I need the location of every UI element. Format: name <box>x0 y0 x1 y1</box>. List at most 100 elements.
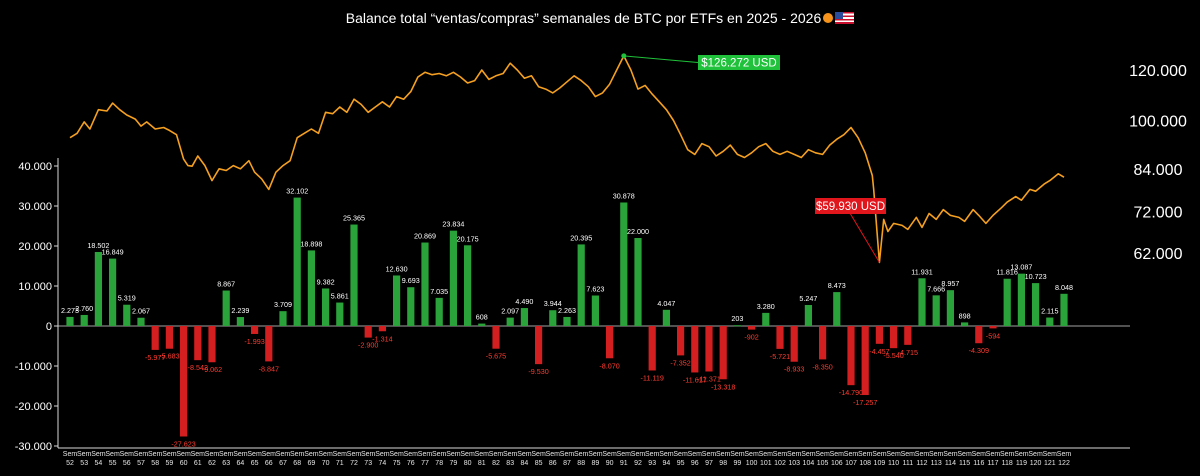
x-tick-label-week: 93 <box>648 460 656 467</box>
x-tick-label-prefix: Sem <box>205 451 220 458</box>
data-label-week-75: 12.630 <box>386 264 408 273</box>
data-label-week-72: 25.365 <box>343 214 365 223</box>
x-tick-label-prefix: Sem <box>247 451 262 458</box>
x-tick-label-week: 94 <box>663 460 671 467</box>
x-tick-label-prefix: Sem <box>1028 451 1043 458</box>
bar-week-105 <box>819 326 827 360</box>
data-label-week-86: 3.944 <box>544 299 562 308</box>
bar-week-120 <box>1032 283 1040 326</box>
data-label-week-94: 4.047 <box>657 299 675 308</box>
bar-week-82 <box>492 326 500 349</box>
x-tick-label-week: 95 <box>677 460 685 467</box>
x-tick-label-prefix: Sem <box>1000 451 1015 458</box>
low-label: $59.930 USD <box>816 201 885 213</box>
bar-week-87 <box>563 316 571 326</box>
x-tick-label-week: 78 <box>435 460 443 467</box>
data-label-week-90: -8.070 <box>599 361 619 370</box>
x-tick-label-prefix: Sem <box>446 451 461 458</box>
y-tick-label: 10.000 <box>18 281 52 293</box>
x-tick-label-week: 105 <box>817 460 829 467</box>
data-label-week-95: -7.352 <box>670 358 690 367</box>
x-tick-label-week: 61 <box>194 460 202 467</box>
x-tick-label-prefix: Sem <box>276 451 291 458</box>
x-tick-label-prefix: Sem <box>347 451 362 458</box>
data-label-week-112: 11.931 <box>911 267 932 276</box>
bar-week-104 <box>804 305 812 326</box>
bar-week-73 <box>364 326 372 338</box>
x-tick-label-week: 110 <box>888 460 899 467</box>
bar-week-118 <box>1003 278 1011 326</box>
bar-week-110 <box>890 326 898 349</box>
price-tick-label: 72.000 <box>1134 205 1183 222</box>
bar-week-112 <box>918 278 926 326</box>
data-label-week-65: -1.993 <box>244 337 264 346</box>
price-tick-label: 62.000 <box>1134 246 1183 263</box>
bar-week-69 <box>307 250 315 326</box>
x-tick-label-prefix: Sem <box>120 451 135 458</box>
x-tick-label-prefix: Sem <box>659 451 674 458</box>
x-tick-label-week: 98 <box>719 460 727 467</box>
data-label-week-56: 5.319 <box>118 294 136 303</box>
data-label-week-89: 7.623 <box>586 285 604 294</box>
bar-week-117 <box>989 326 997 329</box>
x-tick-label-prefix: Sem <box>489 451 504 458</box>
data-label-week-101: 3.280 <box>757 302 775 311</box>
x-tick-label-prefix: Sem <box>404 451 419 458</box>
bar-week-72 <box>350 224 358 326</box>
data-label-week-73: -2.900 <box>358 341 378 350</box>
x-tick-label-prefix: Sem <box>716 451 731 458</box>
price-tick-label: 100.000 <box>1129 114 1187 131</box>
bar-week-80 <box>464 245 472 326</box>
x-tick-label-week: 72 <box>350 460 358 467</box>
x-tick-label-prefix: Sem <box>787 451 802 458</box>
bar-week-91 <box>620 202 628 326</box>
x-tick-label-prefix: Sem <box>645 451 660 458</box>
x-tick-label-week: 79 <box>450 460 458 467</box>
data-label-week-91: 30.878 <box>613 191 635 200</box>
x-tick-label-prefix: Sem <box>815 451 830 458</box>
data-label-week-61: -8.542 <box>188 363 208 372</box>
x-tick-label-week: 64 <box>237 460 245 467</box>
bar-week-53 <box>80 314 88 326</box>
bar-week-65 <box>251 326 259 334</box>
x-tick-label-week: 109 <box>874 460 886 467</box>
x-tick-label-week: 58 <box>151 460 159 467</box>
bitcoin-icon <box>823 13 834 23</box>
x-tick-label-week: 103 <box>788 460 800 467</box>
price-line-chart: 120.000 100.000 84.000 72.000 62.000 $126.272… <box>69 53 1187 264</box>
x-tick-label-prefix: Sem <box>418 451 433 458</box>
bar-week-66 <box>265 326 273 362</box>
x-tick-label-week: 113 <box>931 460 942 467</box>
x-tick-label-prefix: Sem <box>63 451 78 458</box>
data-label-week-105: -8.350 <box>812 362 832 371</box>
x-tick-label-week: 112 <box>916 460 927 467</box>
bar-week-84 <box>520 308 528 326</box>
bar-week-107 <box>847 326 855 386</box>
bar-week-96 <box>691 326 699 373</box>
data-label-week-60: -27.623 <box>171 439 195 448</box>
x-tick-label-week: 115 <box>959 460 970 467</box>
x-tick-label-prefix: Sem <box>432 451 447 458</box>
x-tick-label-week: 107 <box>845 460 857 467</box>
x-tick-label-week: 52 <box>66 460 74 467</box>
data-label-week-58: -5.977 <box>145 353 165 362</box>
x-tick-label-week: 114 <box>945 460 956 467</box>
data-label-week-111: -4.715 <box>898 348 918 357</box>
bar-week-115 <box>961 322 969 326</box>
data-label-week-81: 608 <box>476 313 488 322</box>
low-label-box <box>815 198 886 214</box>
bar-week-94 <box>662 309 670 326</box>
x-tick-label-week: 54 <box>95 460 103 467</box>
data-label-week-84: 4.490 <box>515 297 533 306</box>
bar-week-98 <box>719 326 727 380</box>
x-tick-label-prefix: Sem <box>546 451 561 458</box>
x-tick-label-week: 104 <box>803 460 815 467</box>
x-tick-label-prefix: Sem <box>77 451 92 458</box>
x-tick-label-prefix: Sem <box>915 451 930 458</box>
x-tick-label-prefix: Sem <box>773 451 788 458</box>
data-label-week-69: 18.898 <box>300 239 322 248</box>
x-tick-label-prefix: Sem <box>872 451 887 458</box>
data-label-week-97: -11.371 <box>697 374 721 383</box>
x-tick-label-prefix: Sem <box>574 451 589 458</box>
bar-week-55 <box>109 258 117 326</box>
